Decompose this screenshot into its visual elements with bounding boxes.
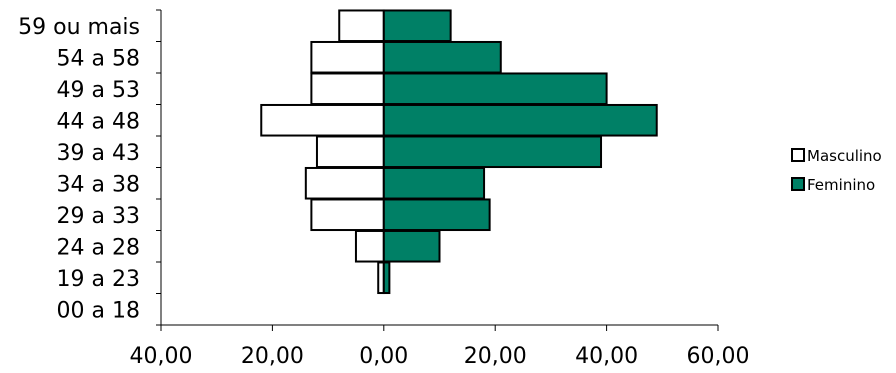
bar-masculino-29-a-33 [310,198,385,232]
category-label-00-a-18: 00 a 18 [57,298,140,323]
bar-feminino-24-a-28 [382,229,441,263]
bar-masculino-44-a-48 [260,103,385,137]
bar-masculino-39-a-43 [315,135,385,169]
value-tick-label: 0,00 [359,344,408,369]
category-label-29-a-33: 29 a 33 [57,204,140,229]
value-axis: 40,00 20,00 0,00 20,00 40,00 60,00 [130,324,750,369]
bars [260,9,658,295]
legend-label-feminino: Feminino [807,176,875,194]
bar-masculino-59-ou-mais [338,9,385,43]
legend: Masculino Feminino [791,147,882,194]
value-tick-label: 40,00 [575,344,638,369]
value-tick-label: 20,00 [464,344,527,369]
category-label-39-a-43: 39 a 43 [57,141,140,166]
category-label-44-a-48: 44 a 48 [57,109,140,134]
category-label-34-a-38: 34 a 38 [57,172,140,197]
category-label-49-a-53: 49 a 53 [57,78,140,103]
bar-masculino-24-a-28 [354,229,385,263]
bar-feminino-59-ou-mais [382,9,452,43]
value-tick-label: 20,00 [241,344,304,369]
category-label-54-a-58: 54 a 58 [57,46,140,71]
bar-feminino-29-a-33 [382,198,491,232]
category-label-19-a-23: 19 a 23 [57,267,140,292]
legend-swatch-masculino [791,148,805,162]
bar-feminino-49-a-53 [382,72,608,106]
value-tick-label: 40,00 [130,344,193,369]
bar-feminino-44-a-48 [382,103,658,137]
bar-feminino-34-a-38 [382,166,486,200]
bar-masculino-54-a-58 [310,40,385,74]
bar-feminino-39-a-43 [382,135,603,169]
bar-feminino-54-a-58 [382,40,502,74]
category-label-24-a-28: 24 a 28 [57,235,140,260]
category-axis: 00 a 18 19 a 23 24 a 28 29 a 33 34 a 38 39 a … [18,9,162,326]
bar-feminino-19-a-23 [382,261,391,295]
bar-masculino-34-a-38 [304,166,385,200]
value-tick-label: 60,00 [687,344,750,369]
legend-swatch-feminino [791,177,805,191]
category-label-59-ou-mais: 59 ou mais [18,15,140,40]
bar-masculino-49-a-53 [310,72,385,106]
legend-label-masculino: Masculino [807,147,882,165]
